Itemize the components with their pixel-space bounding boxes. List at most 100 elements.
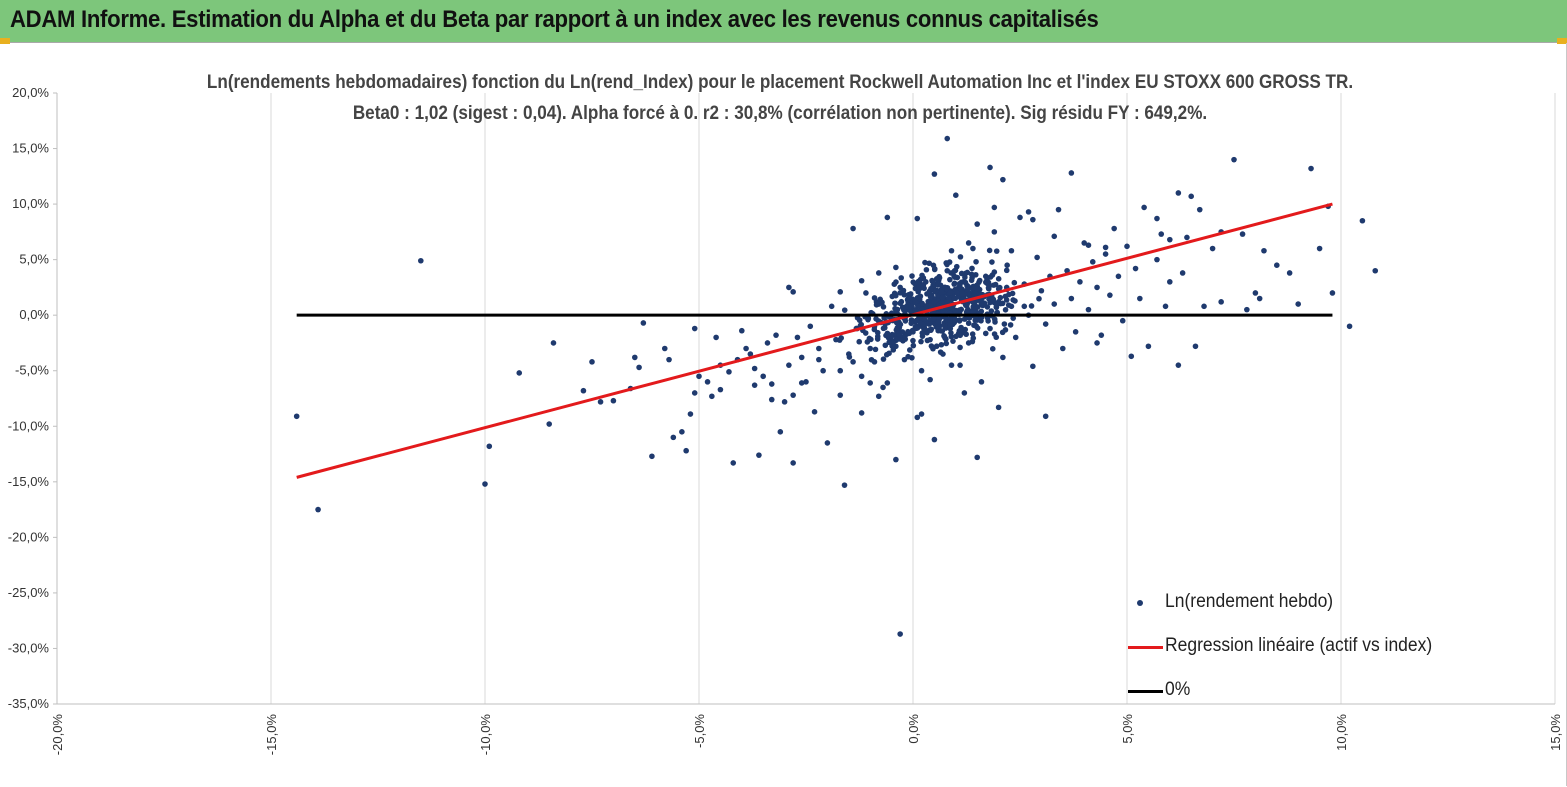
data-point [942,335,948,341]
legend-label-regression: Regression linéaire (actif vs index) [1165,635,1433,656]
data-point [893,456,899,463]
data-point [1346,323,1353,330]
data-point [918,367,925,374]
y-tick-label: 20,0% [12,85,49,100]
legend-marker-scatter [1137,600,1143,606]
data-point [777,429,784,435]
data-point [969,285,976,292]
data-point [991,204,998,211]
x-tick-label: 10,0% [1334,714,1349,751]
legend-item-zero: 0% [1125,676,1485,706]
data-point [920,284,926,291]
data-point [824,440,831,446]
data-point [1308,165,1314,172]
data-point [1003,297,1010,303]
data-point [1060,345,1066,352]
data-point [942,323,948,330]
data-point [969,338,976,345]
data-point [893,327,900,333]
data-point [580,387,587,394]
data-point [293,413,300,420]
data-point [946,259,953,265]
data-point [958,270,965,277]
data-point [850,359,856,365]
y-tick-label: 5,0% [19,252,49,267]
data-point [846,354,853,360]
data-point [1111,225,1117,232]
data-point [988,308,995,314]
data-point [1256,295,1263,302]
data-point [1196,206,1203,213]
data-point [747,351,754,357]
y-tick-label: -35,0% [8,696,50,711]
y-tick-label: -15,0% [8,474,50,489]
data-point [781,399,788,405]
data-point [927,327,934,334]
data-point [1286,270,1293,276]
data-point [1028,303,1035,309]
data-point [717,386,724,393]
data-point [915,288,921,295]
data-point [1051,301,1058,307]
data-point [1089,259,1096,265]
x-tick-label: -20,0% [50,714,65,756]
data-point [1329,290,1336,296]
data-point [897,631,903,637]
data-point [1002,327,1009,333]
data-point [683,447,689,454]
data-point [1030,363,1036,370]
data-point [739,327,745,334]
data-point [961,390,968,396]
data-point [915,278,922,285]
data-point [1064,267,1070,274]
data-point [892,305,898,312]
data-point [915,303,921,309]
data-point [691,325,698,332]
data-point [893,264,899,271]
data-point [920,275,927,281]
data-point [1115,273,1122,280]
data-point [856,338,863,345]
data-point [636,364,642,371]
data-point [880,356,887,362]
corner-marker-left [0,38,10,44]
gridlines [270,93,1556,704]
data-point [550,340,557,346]
data-point [974,317,980,323]
data-point [895,321,902,328]
data-point [892,292,899,299]
data-point [1244,306,1250,313]
data-point [1085,242,1092,248]
data-point [886,339,892,346]
data-point [930,345,936,352]
data-point [768,396,775,403]
data-point [989,259,995,265]
data-point [978,300,985,307]
data-point [901,307,907,313]
data-point [807,323,814,330]
data-point [1008,247,1015,254]
data-point [917,320,924,326]
data-point [661,345,668,352]
data-point [935,282,941,288]
data-point [884,380,891,386]
data-point [890,347,897,353]
data-point [709,393,715,400]
data-point [649,453,655,460]
data-point [418,257,424,264]
data-point [1295,301,1301,307]
data-point [989,346,996,352]
report-banner: ADAM Informe. Estimation du Alpha et du … [0,0,1567,43]
data-point [945,299,951,306]
data-point [1042,321,1049,327]
data-point [704,379,711,385]
data-point [931,266,938,272]
data-point [916,296,923,302]
data-point [882,342,889,349]
regression-line [296,202,1333,479]
data-point [838,335,844,341]
data-point [816,356,822,363]
data-point [1012,298,1018,304]
data-point [1085,306,1092,313]
data-point [978,308,985,315]
